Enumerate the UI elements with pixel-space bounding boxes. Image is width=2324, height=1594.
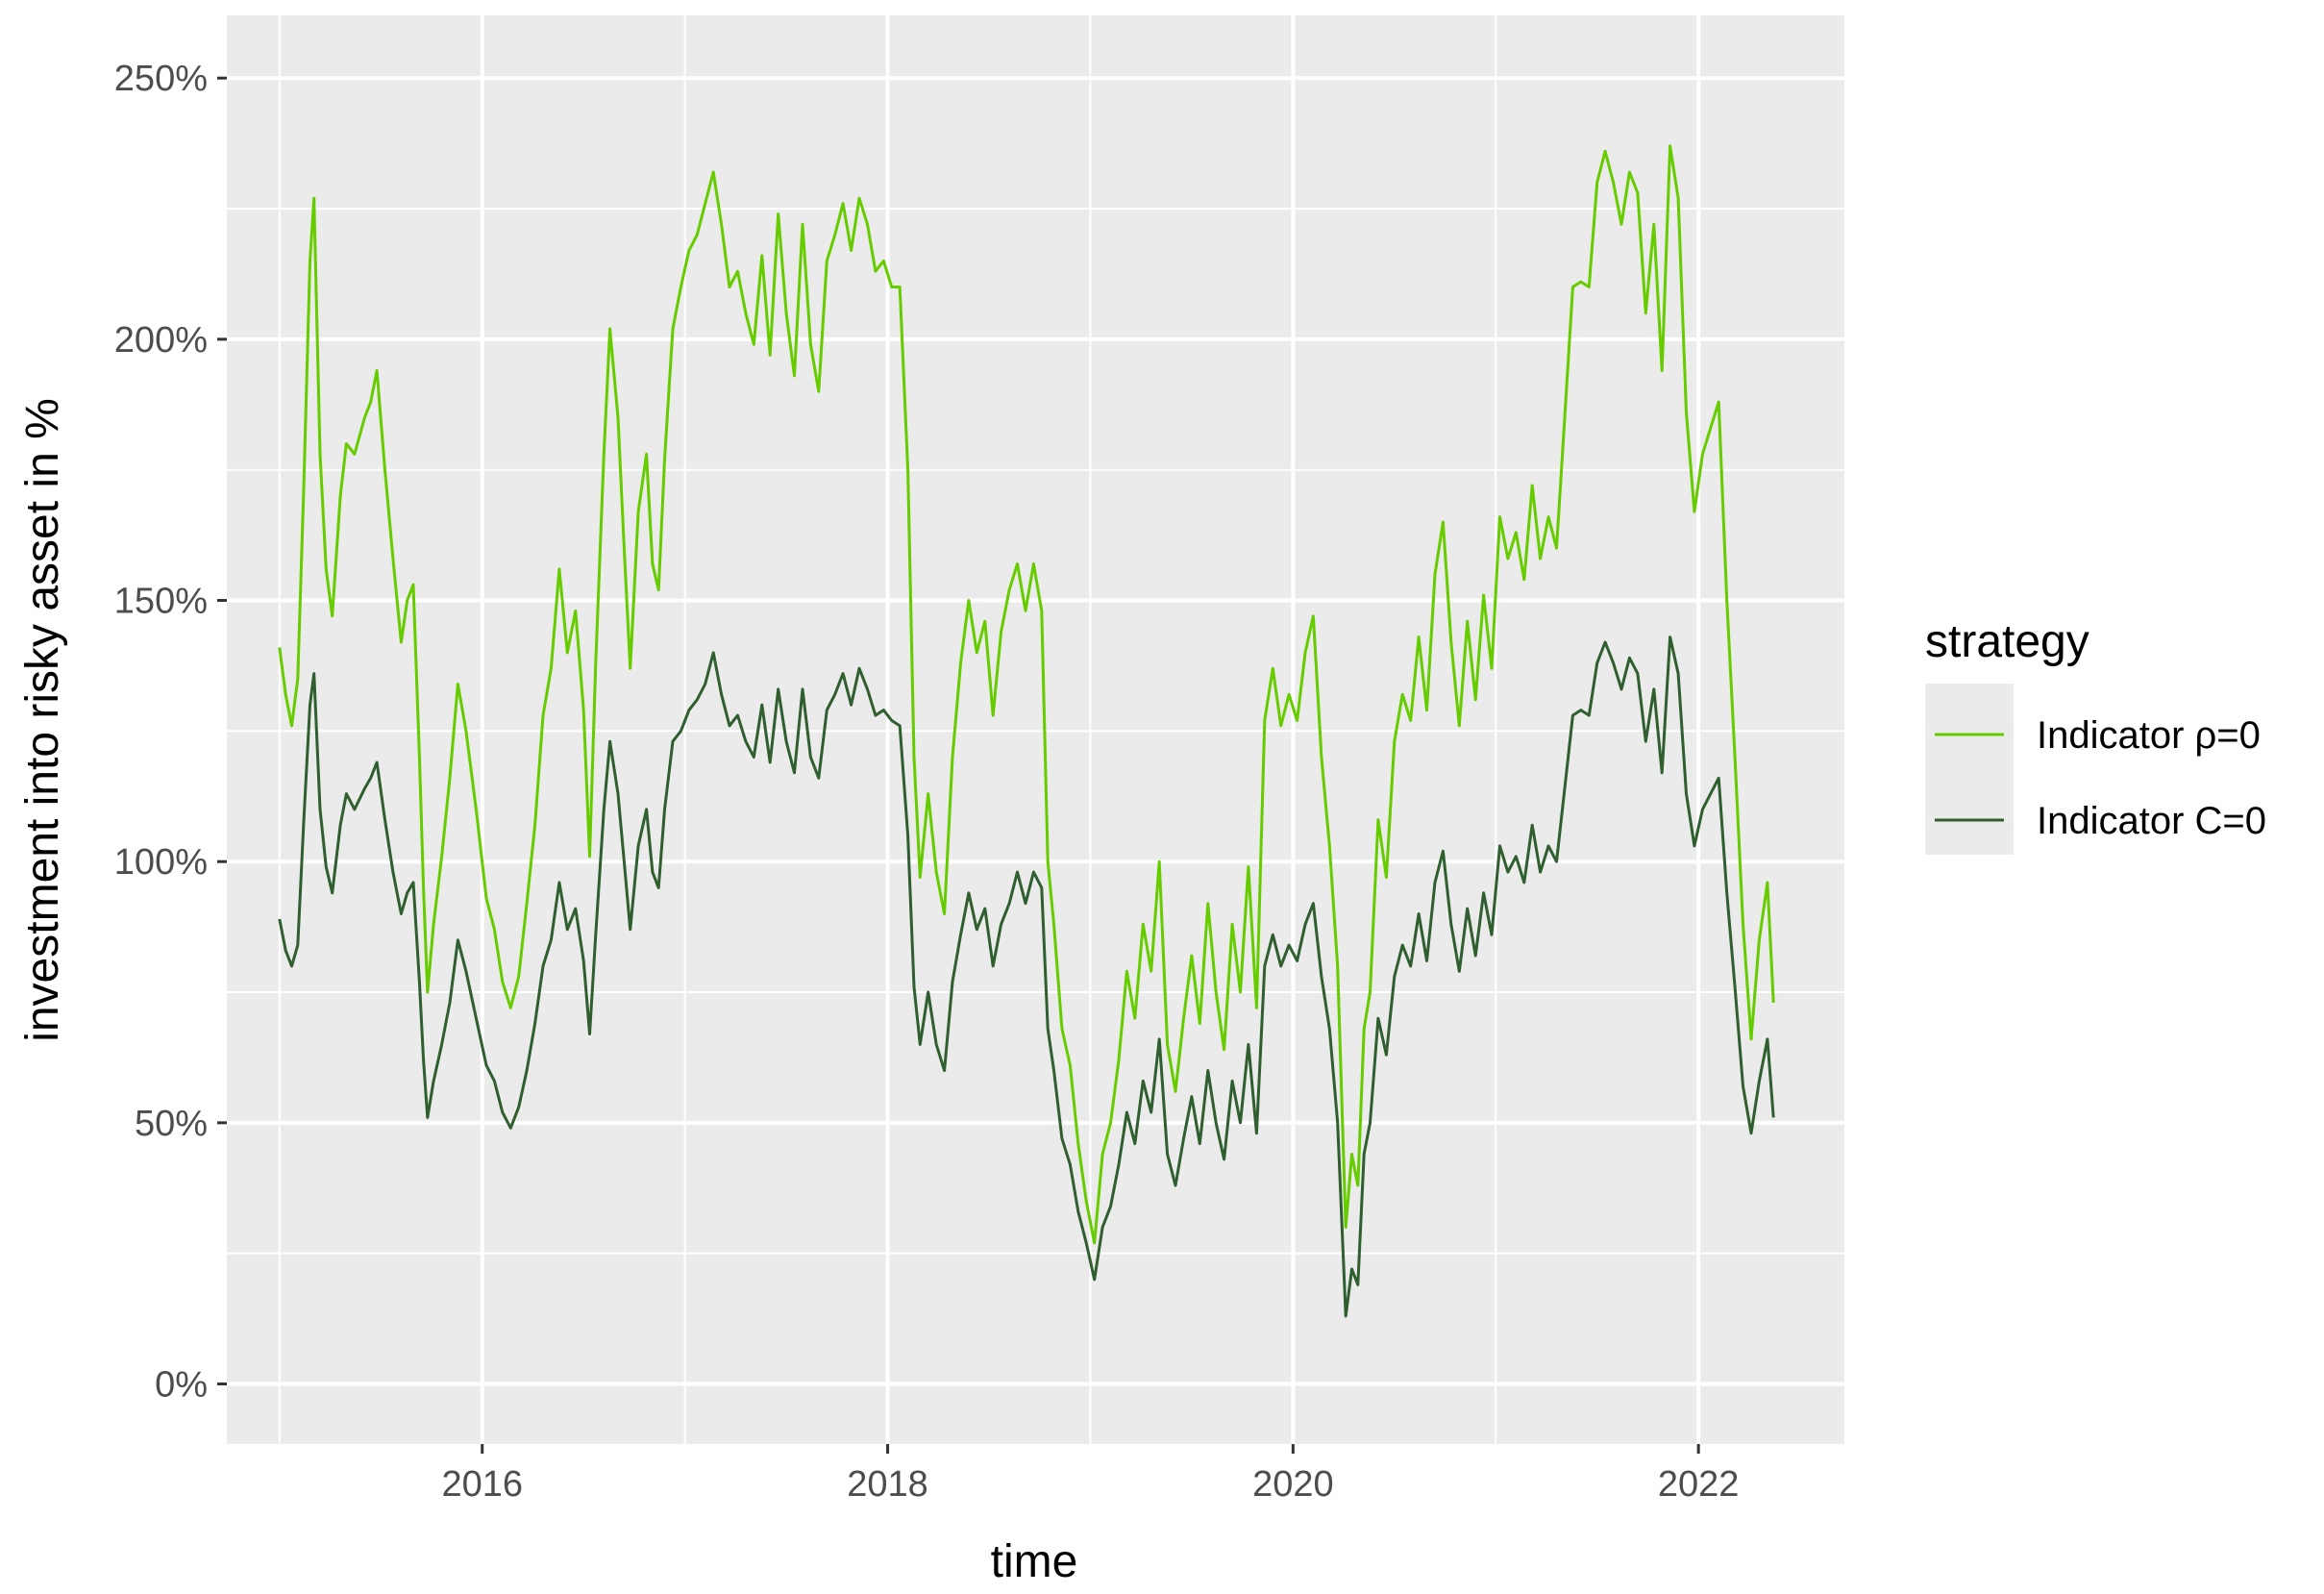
x-tick-label: 2016 [441,1464,523,1505]
x-tick-label: 2018 [847,1464,928,1505]
series-line-indicator-rho [278,144,1775,1245]
y-tick-label: 150% [114,582,208,622]
legend-key-background [1925,684,2014,855]
series-line-indicator-c [278,635,1775,1318]
legend-label-indicator-rho: Indicator ρ=0 [2037,714,2261,757]
y-tick-label: 200% [114,320,208,361]
y-tick-label: 250% [114,59,208,99]
x-axis: 2016 2018 2020 2022 [441,1444,1739,1505]
legend-title: strategy [1925,616,2089,667]
plot-background [227,15,1844,1444]
x-axis-title: time [991,1536,1078,1587]
x-tick-label: 2020 [1252,1464,1334,1505]
y-axis: 0% 50% 100% 150% 200% 250% [114,59,227,1406]
legend: strategy Indicator ρ=0 Indicator C=0 [1925,616,2266,855]
y-tick-label: 0% [155,1365,208,1406]
y-tick-label: 50% [135,1104,208,1144]
y-axis-title: investment into risky asset in % [17,398,68,1042]
series-lines [278,144,1775,1318]
x-tick-label: 2022 [1658,1464,1740,1505]
legend-label-indicator-c: Indicator C=0 [2037,800,2266,842]
y-tick-label: 100% [114,842,208,883]
minor-gridlines [227,15,1844,1444]
plot-panel [227,15,1844,1444]
major-gridlines [227,15,1844,1444]
